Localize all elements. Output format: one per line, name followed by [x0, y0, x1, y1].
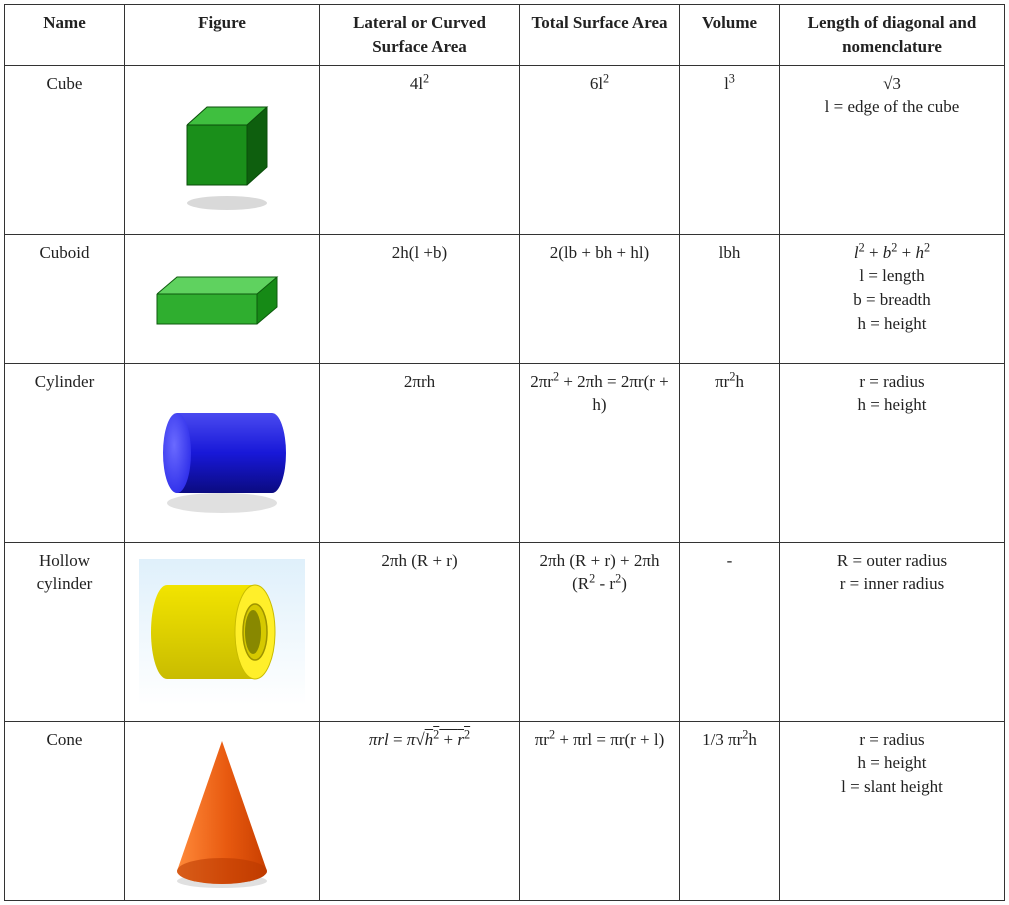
cell-vol: πr2h — [680, 363, 780, 542]
cell-figure — [125, 721, 320, 900]
cell-lsa: 2πh (R + r) — [320, 542, 520, 721]
header-diag: Length of diagonal and nomenclature — [780, 5, 1005, 66]
cell-lsa: 2h(l +b) — [320, 234, 520, 363]
cell-figure — [125, 542, 320, 721]
cell-diag: r = radiush = height — [780, 363, 1005, 542]
formulas-table: Name Figure Lateral or Curved Surface Ar… — [4, 4, 1005, 901]
table-row: Hollow cylinder 2πh (R + r) 2πh (R + r) … — [5, 542, 1005, 721]
cell-diag: l2 + b2 + h2l = lengthb = breadthh = hei… — [780, 234, 1005, 363]
header-tsa: Total Surface Area — [520, 5, 680, 66]
figure-cube-icon — [129, 70, 315, 230]
header-vol: Volume — [680, 5, 780, 66]
table-body: Cube 4l2 6l2 l3 √3l = edge of the cube C… — [5, 65, 1005, 900]
table-head: Name Figure Lateral or Curved Surface Ar… — [5, 5, 1005, 66]
cell-figure — [125, 363, 320, 542]
cell-diag: R = outer radiusr = inner radius — [780, 542, 1005, 721]
cell-tsa: πr2 + πrl = πr(r + l) — [520, 721, 680, 900]
table-row: Cylinder 2πrh 2πr2 + 2πh = 2πr(r + h) πr… — [5, 363, 1005, 542]
figure-cuboid-icon — [129, 239, 315, 359]
cell-tsa: 6l2 — [520, 65, 680, 234]
cell-name: Cone — [5, 721, 125, 900]
cell-name: Cube — [5, 65, 125, 234]
figure-cylinder-icon — [129, 368, 315, 538]
cell-vol: - — [680, 542, 780, 721]
table-row: Cone πrl = π√h2 + r2 πr2 + πrl = πr(r + … — [5, 721, 1005, 900]
cell-name: Cylinder — [5, 363, 125, 542]
header-name: Name — [5, 5, 125, 66]
cell-tsa: 2(lb + bh + hl) — [520, 234, 680, 363]
cell-diag: √3l = edge of the cube — [780, 65, 1005, 234]
cell-vol: lbh — [680, 234, 780, 363]
cell-figure — [125, 234, 320, 363]
cell-lsa: πrl = π√h2 + r2 — [320, 721, 520, 900]
header-row: Name Figure Lateral or Curved Surface Ar… — [5, 5, 1005, 66]
cell-tsa: 2πr2 + 2πh = 2πr(r + h) — [520, 363, 680, 542]
header-figure: Figure — [125, 5, 320, 66]
cell-name: Cuboid — [5, 234, 125, 363]
cell-vol: l3 — [680, 65, 780, 234]
cell-name: Hollow cylinder — [5, 542, 125, 721]
cell-lsa: 2πrh — [320, 363, 520, 542]
cell-diag: r = radiush = heightl = slant height — [780, 721, 1005, 900]
table-row: Cube 4l2 6l2 l3 √3l = edge of the cube — [5, 65, 1005, 234]
header-lsa: Lateral or Curved Surface Area — [320, 5, 520, 66]
cell-figure — [125, 65, 320, 234]
cell-tsa: 2πh (R + r) + 2πh (R2 - r2) — [520, 542, 680, 721]
figure-cone-icon — [129, 726, 315, 896]
table-row: Cuboid 2h(l +b) 2(lb + bh + hl) lbh l2 +… — [5, 234, 1005, 363]
figure-hollow-cylinder-icon — [129, 547, 315, 717]
cell-lsa: 4l2 — [320, 65, 520, 234]
cell-vol: 1/3 πr2h — [680, 721, 780, 900]
